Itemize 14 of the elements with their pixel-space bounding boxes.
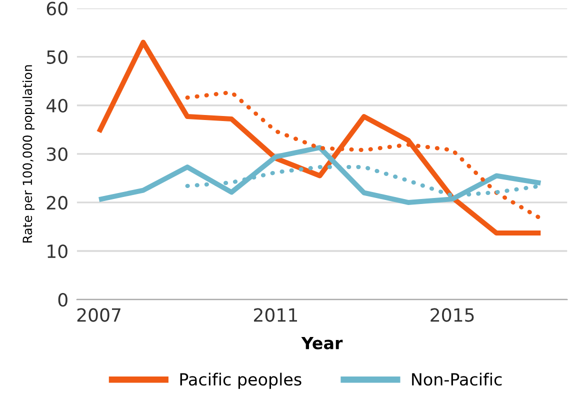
x-tick-label: 2011 — [254, 308, 297, 322]
legend-label: Non-Pacific — [412, 372, 502, 386]
legend-label: Pacific peoples — [180, 372, 302, 389]
x-tick-label: 2015 — [430, 308, 474, 322]
y-tick-label: 0 — [58, 292, 68, 307]
y-tick-label: 10 — [48, 244, 68, 258]
x-axis-title: Year — [301, 336, 343, 350]
y-axis-title: Rate per 100,000 population — [22, 65, 35, 242]
y-tick-label: 40 — [46, 98, 68, 113]
y-tick-label: 20 — [46, 196, 68, 210]
y-tick-label: 30 — [47, 147, 68, 162]
y-tick-label: 60 — [46, 2, 68, 16]
y-tick-label: 50 — [47, 50, 68, 64]
x-tick-label: 2007 — [77, 308, 120, 322]
